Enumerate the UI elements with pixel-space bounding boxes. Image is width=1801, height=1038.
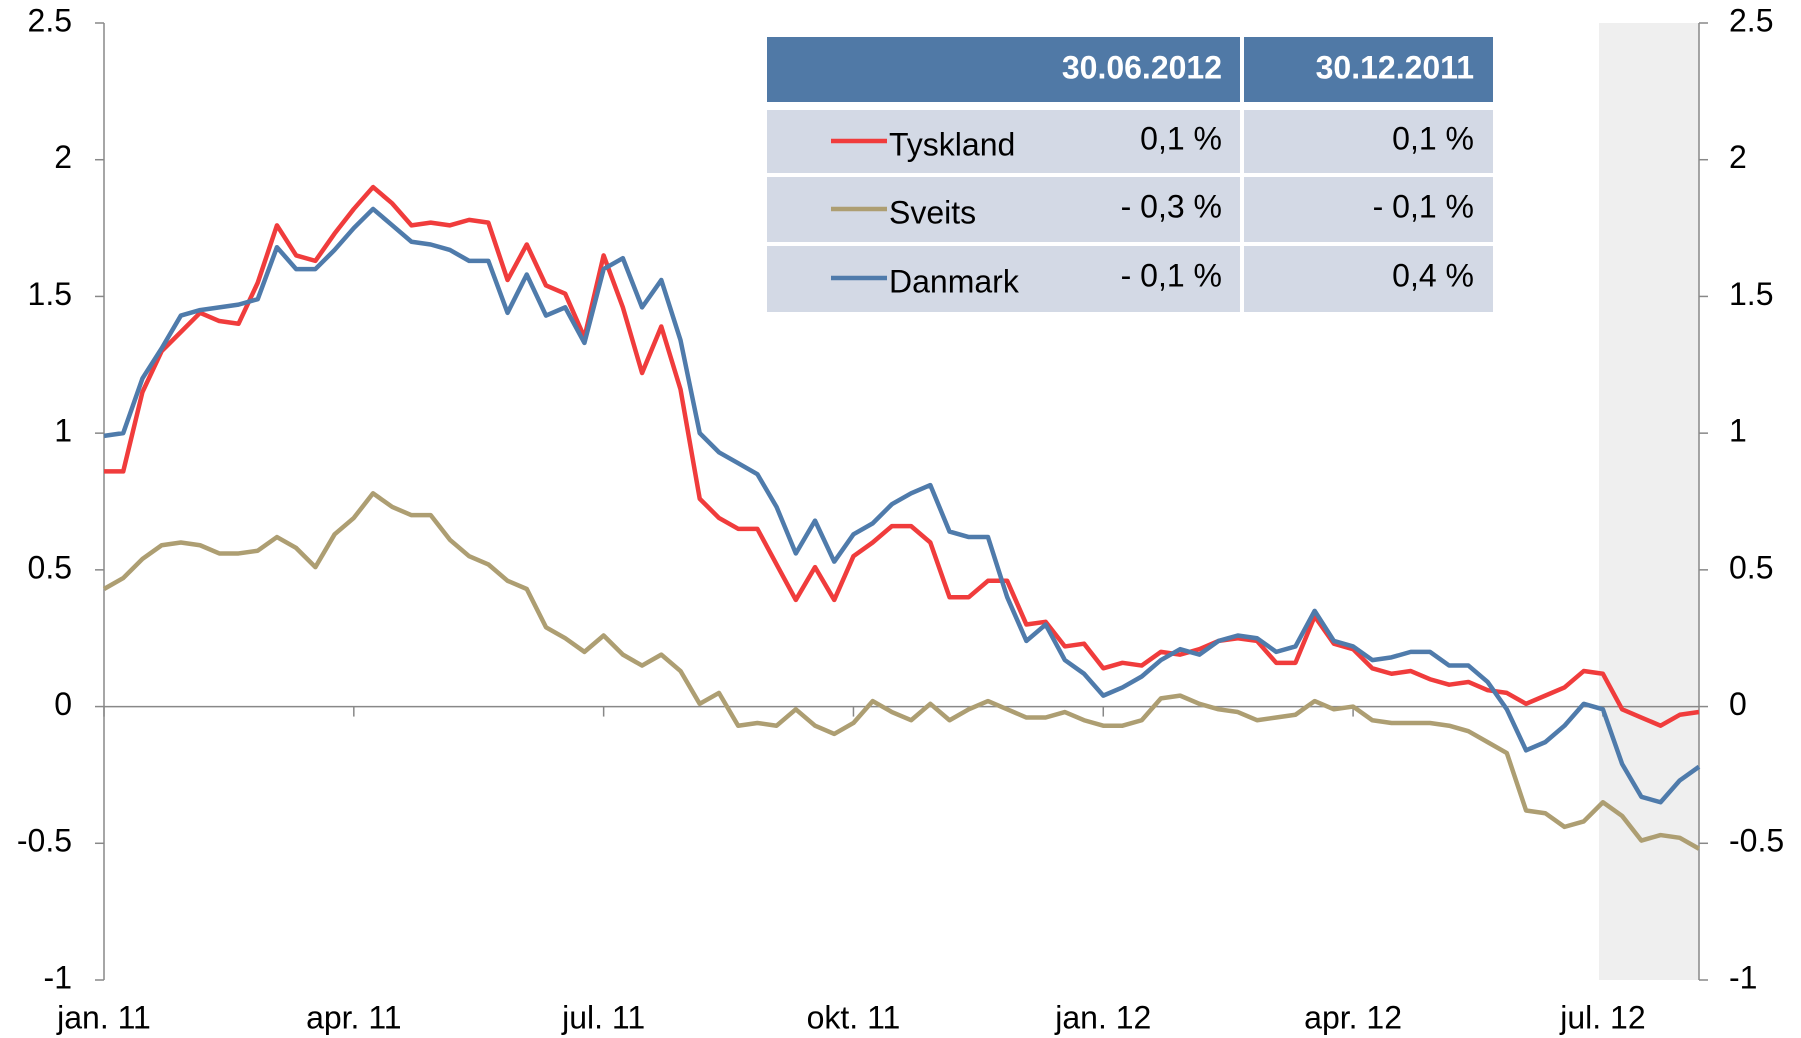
series-line	[102, 491, 1701, 851]
cell-value: 0,1 %	[1392, 120, 1474, 156]
y2-tick-label: -0.5	[1729, 823, 1784, 859]
x-tick-label: jul. 11	[561, 999, 645, 1035]
y-tick-label: 2	[54, 139, 72, 175]
cell-value: - 0,1 %	[1373, 188, 1474, 224]
x-tick-label: jan. 11	[56, 999, 151, 1035]
cell	[1244, 110, 1493, 173]
y2-tick-label: 2	[1729, 139, 1747, 175]
cell-value: 0,4 %	[1392, 257, 1474, 293]
y2-tick-label: 1	[1729, 413, 1747, 449]
x-tick-label: apr. 12	[1304, 999, 1402, 1035]
y-tick-label: 1.5	[28, 276, 72, 312]
y2-tick-label: 0.5	[1729, 549, 1773, 585]
y-tick-label: 0	[54, 686, 72, 722]
y-tick-label: 0.5	[28, 549, 72, 585]
axes: -1 -0.5 0 0.5 1 1.5 2 2.5 -1 -0.5 0 0.5 1 1.5 2 2.5 jan.…	[17, 2, 1784, 1035]
y-tick-label: 2.5	[28, 2, 72, 38]
y-tick-label: -1	[44, 959, 72, 995]
cell-value: - 0,1 %	[1121, 257, 1222, 293]
y2-tick-label: 0	[1729, 686, 1747, 722]
y-tick-label: 1	[54, 413, 72, 449]
cell	[1244, 246, 1493, 312]
x-tick-label: okt. 11	[807, 999, 901, 1035]
column-header: 30.06.2012	[1062, 49, 1222, 85]
header-cell	[767, 37, 1240, 102]
y-tick-label: -0.5	[17, 823, 72, 859]
series-line	[104, 184, 1700, 728]
cell-value: - 0,3 %	[1121, 188, 1222, 224]
legend-label: Sveits	[889, 194, 976, 230]
cell	[1244, 177, 1493, 242]
shaded-period	[1599, 23, 1699, 980]
cell-value: 0,1 %	[1140, 120, 1222, 156]
series-line	[103, 206, 1701, 805]
legend-label: Danmark	[889, 263, 1020, 299]
y2-tick-label: 1.5	[1729, 276, 1773, 312]
column-header: 30.12.2011	[1316, 49, 1474, 85]
header-cell	[1244, 37, 1493, 102]
y2-tick-label: -1	[1729, 959, 1757, 995]
legend-label: Tyskland	[889, 126, 1015, 162]
inset-table: 30.06.2012 30.12.2011 Tyskland Sveits Danm…	[767, 37, 1493, 312]
x-tick-label: apr. 11	[306, 999, 401, 1035]
lines	[102, 184, 1701, 851]
x-tick-label: jul. 12	[1559, 999, 1645, 1035]
y2-tick-label: 2.5	[1729, 2, 1773, 38]
x-tick-label: jan. 12	[1054, 999, 1151, 1035]
